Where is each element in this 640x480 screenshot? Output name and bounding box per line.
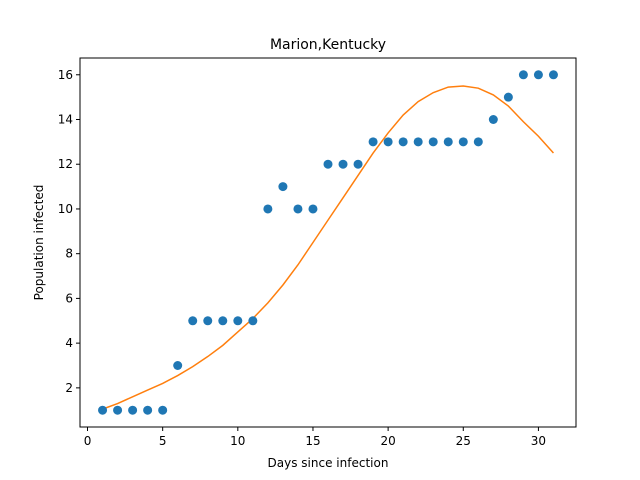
axes-frame xyxy=(79,57,577,428)
y-axis-label: Population infected xyxy=(32,185,46,301)
x-tick-label: 5 xyxy=(159,434,167,448)
plot-area xyxy=(98,70,558,415)
fit-curve-line xyxy=(102,85,555,410)
x-tick-label: 10 xyxy=(230,434,245,448)
y-tick-label: 2 xyxy=(65,381,73,395)
x-tick-label: 0 xyxy=(84,434,92,448)
data-point xyxy=(113,405,123,415)
data-point xyxy=(398,137,408,147)
data-point xyxy=(473,137,483,147)
x-tick-label: 30 xyxy=(531,434,546,448)
data-point xyxy=(263,204,273,214)
data-point xyxy=(188,316,198,326)
data-point xyxy=(383,137,393,147)
data-point xyxy=(368,137,378,147)
x-axis-label: Days since infection xyxy=(268,456,389,470)
data-point xyxy=(128,405,138,415)
data-point xyxy=(488,115,498,124)
data-point xyxy=(218,316,228,326)
data-point xyxy=(353,159,363,169)
x-axis: 0 5 10 15 20 25 30 xyxy=(84,427,546,448)
data-point xyxy=(458,137,468,147)
x-tick-label: 25 xyxy=(456,434,471,448)
y-tick-label: 14 xyxy=(58,113,73,127)
x-tick-label: 20 xyxy=(380,434,395,448)
data-point xyxy=(173,361,183,370)
y-tick-label: 8 xyxy=(65,247,73,261)
y-tick-label: 10 xyxy=(58,202,73,216)
y-tick-label: 6 xyxy=(65,291,73,305)
data-point xyxy=(503,92,513,102)
data-point xyxy=(293,204,303,214)
y-axis: 2 4 6 8 10 12 14 16 xyxy=(58,68,80,395)
data-point xyxy=(158,405,168,415)
data-point xyxy=(518,70,528,80)
data-point xyxy=(233,316,243,326)
data-point xyxy=(428,137,438,147)
data-point xyxy=(278,182,288,192)
data-point xyxy=(308,204,318,214)
data-point xyxy=(98,405,108,415)
data-point xyxy=(338,159,348,169)
data-point xyxy=(548,70,558,80)
data-point xyxy=(248,316,258,326)
data-point xyxy=(533,70,543,80)
x-tick-label: 15 xyxy=(305,434,320,448)
y-tick-label: 12 xyxy=(58,157,73,171)
chart-title: Marion,Kentucky xyxy=(270,37,386,53)
y-tick-label: 4 xyxy=(65,336,73,350)
data-point xyxy=(203,316,213,326)
data-point xyxy=(413,137,423,147)
data-point xyxy=(443,137,453,147)
data-point xyxy=(323,159,333,169)
y-tick-label: 16 xyxy=(58,68,73,82)
data-point xyxy=(143,405,153,415)
